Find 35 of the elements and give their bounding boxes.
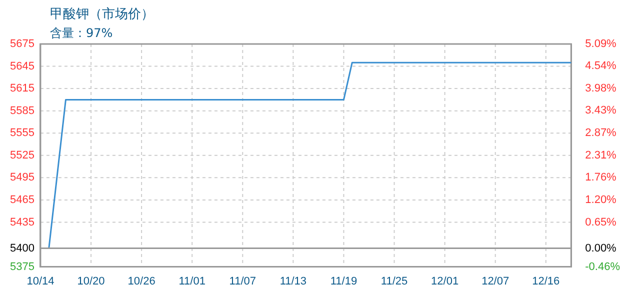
x-tick-label: 10/26	[128, 275, 156, 288]
y-tick-label: 5525	[10, 149, 34, 162]
y2-tick-label: 0.65%	[585, 216, 617, 228]
y-tick-label: 5435	[10, 216, 34, 228]
y-tick-label: 5400	[10, 242, 34, 254]
y2-tick-label: 2.31%	[585, 150, 617, 162]
x-tick-label: 10/14	[26, 275, 54, 288]
x-tick-label: 11/01	[178, 275, 206, 288]
y2-tick-label: 3.98%	[585, 82, 617, 95]
y2-tick-label: 5.09%	[585, 38, 617, 50]
x-tick-label: 12/07	[482, 275, 510, 288]
y-tick-label: 5675	[10, 38, 34, 50]
y-tick-label: 5375	[10, 260, 34, 273]
y-tick-label: 5555	[10, 127, 34, 140]
x-tick-label: 11/19	[330, 275, 358, 288]
x-tick-label: 10/20	[77, 275, 105, 288]
y-tick-label: 5645	[10, 60, 34, 72]
x-tick-label: 11/25	[380, 275, 408, 288]
y-tick-label: 5585	[10, 104, 34, 117]
y2-tick-label: 0.00%	[585, 242, 617, 254]
y-tick-label: 5495	[10, 172, 34, 184]
y2-tick-label: 3.43%	[585, 104, 617, 117]
y2-tick-label: -0.46%	[585, 260, 620, 273]
y-tick-label: 5465	[10, 194, 34, 206]
x-tick-label: 11/13	[280, 275, 307, 288]
y2-tick-label: 4.54%	[585, 60, 617, 72]
x-tick-label: 12/16	[532, 275, 560, 288]
y2-tick-label: 1.20%	[585, 194, 617, 206]
x-tick-label: 12/01	[431, 275, 459, 288]
chart-title: 甲酸钾（市场价）	[50, 6, 154, 23]
y2-tick-label: 2.87%	[585, 127, 617, 140]
x-tick-label: 11/07	[229, 275, 256, 288]
y-tick-label: 5615	[10, 82, 34, 95]
chart-subtitle: 含量：97%	[50, 25, 113, 42]
y2-tick-label: 1.76%	[585, 172, 617, 184]
